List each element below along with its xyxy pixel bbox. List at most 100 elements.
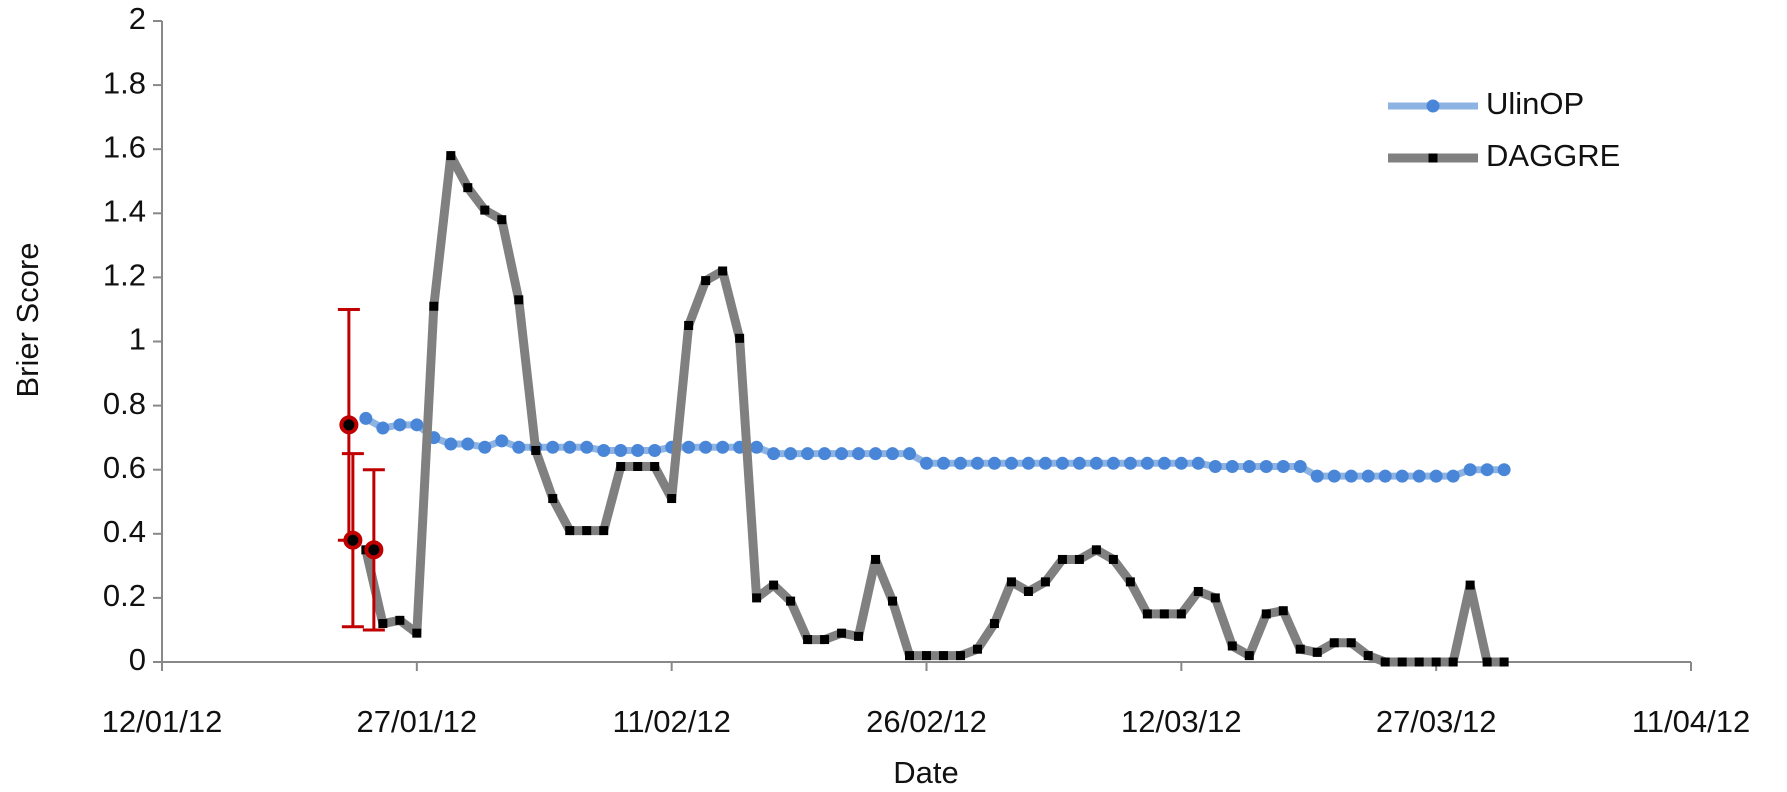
- point: [1244, 651, 1254, 661]
- point: [1482, 657, 1492, 667]
- point: [597, 443, 611, 457]
- point: [699, 440, 713, 454]
- y-axis-label: Brier Score: [10, 242, 45, 397]
- point: [682, 440, 696, 454]
- point: [818, 447, 832, 461]
- x-tick-label: 12/03/12: [1121, 704, 1242, 739]
- y-tick-label: 0.2: [103, 578, 146, 613]
- x-tick-label: 27/03/12: [1376, 704, 1497, 739]
- point: [1293, 459, 1307, 473]
- point: [648, 443, 662, 457]
- point: [1378, 469, 1392, 483]
- point: [1312, 647, 1322, 657]
- y-tick-label: 1.6: [103, 129, 146, 164]
- point: [1465, 580, 1475, 590]
- point: [801, 447, 815, 461]
- point: [376, 421, 390, 435]
- point: [1091, 545, 1101, 555]
- point: [565, 526, 575, 536]
- x-tick-label: 11/04/12: [1632, 704, 1750, 739]
- y-tick-label: 1.8: [103, 65, 146, 100]
- point: [938, 651, 948, 661]
- point: [580, 440, 594, 454]
- point: [1446, 469, 1460, 483]
- point: [886, 447, 900, 461]
- y-tick-label: 0: [129, 642, 146, 677]
- x-tick-label: 26/02/12: [866, 704, 987, 739]
- point: [1448, 657, 1458, 667]
- y-tick-label: 1.2: [103, 258, 146, 293]
- point: [1089, 456, 1103, 470]
- point: [1480, 463, 1494, 477]
- point: [1310, 469, 1324, 483]
- point: [1157, 456, 1171, 470]
- point: [852, 447, 866, 461]
- point: [903, 447, 917, 461]
- point: [888, 596, 898, 606]
- point: [835, 447, 849, 461]
- point: [752, 593, 762, 603]
- point: [1497, 463, 1511, 477]
- point: [837, 628, 847, 638]
- point: [1208, 459, 1222, 473]
- point: [563, 440, 577, 454]
- point: [1242, 459, 1256, 473]
- legend-marker: [1426, 99, 1440, 113]
- point: [1210, 593, 1220, 603]
- point: [599, 526, 609, 536]
- point: [820, 635, 830, 645]
- point: [1414, 657, 1424, 667]
- point: [650, 461, 660, 471]
- legend-marker: [1428, 153, 1438, 163]
- point: [1038, 456, 1052, 470]
- y-tick-label: 0.4: [103, 514, 146, 549]
- point: [1261, 609, 1271, 619]
- error-point: [339, 415, 359, 435]
- point: [393, 418, 407, 432]
- point: [1278, 606, 1288, 616]
- point: [1123, 456, 1137, 470]
- point: [1361, 469, 1375, 483]
- x-tick-label: 11/02/12: [612, 704, 730, 739]
- point: [750, 440, 764, 454]
- point: [582, 526, 592, 536]
- point: [1225, 459, 1239, 473]
- point: [1006, 577, 1016, 587]
- point: [786, 596, 796, 606]
- point: [410, 418, 424, 432]
- point: [701, 276, 711, 286]
- point: [359, 411, 373, 425]
- legend-label: DAGGRE: [1486, 138, 1620, 173]
- point: [735, 333, 745, 343]
- point: [1412, 469, 1426, 483]
- x-axis-label: Date: [893, 755, 958, 790]
- point: [869, 447, 883, 461]
- point: [955, 651, 965, 661]
- point: [1191, 456, 1205, 470]
- error-point: [364, 540, 384, 560]
- point: [1055, 456, 1069, 470]
- point: [1108, 554, 1118, 564]
- legend-label: UlinOP: [1486, 86, 1584, 121]
- point: [614, 443, 628, 457]
- point: [1140, 456, 1154, 470]
- point: [633, 461, 643, 471]
- point: [716, 440, 730, 454]
- point: [1021, 456, 1035, 470]
- point: [1040, 577, 1050, 587]
- point: [512, 440, 526, 454]
- point: [1074, 554, 1084, 564]
- y-tick-label: 1.4: [103, 193, 146, 228]
- point: [1004, 456, 1018, 470]
- y-tick-label: 2: [129, 1, 146, 36]
- point: [1057, 554, 1067, 564]
- point: [1227, 641, 1237, 651]
- point: [1397, 657, 1407, 667]
- point: [395, 615, 405, 625]
- point: [1023, 586, 1033, 596]
- point: [803, 635, 813, 645]
- point: [970, 456, 984, 470]
- point: [429, 301, 439, 311]
- point: [463, 183, 473, 193]
- y-tick-label: 0.6: [103, 450, 146, 485]
